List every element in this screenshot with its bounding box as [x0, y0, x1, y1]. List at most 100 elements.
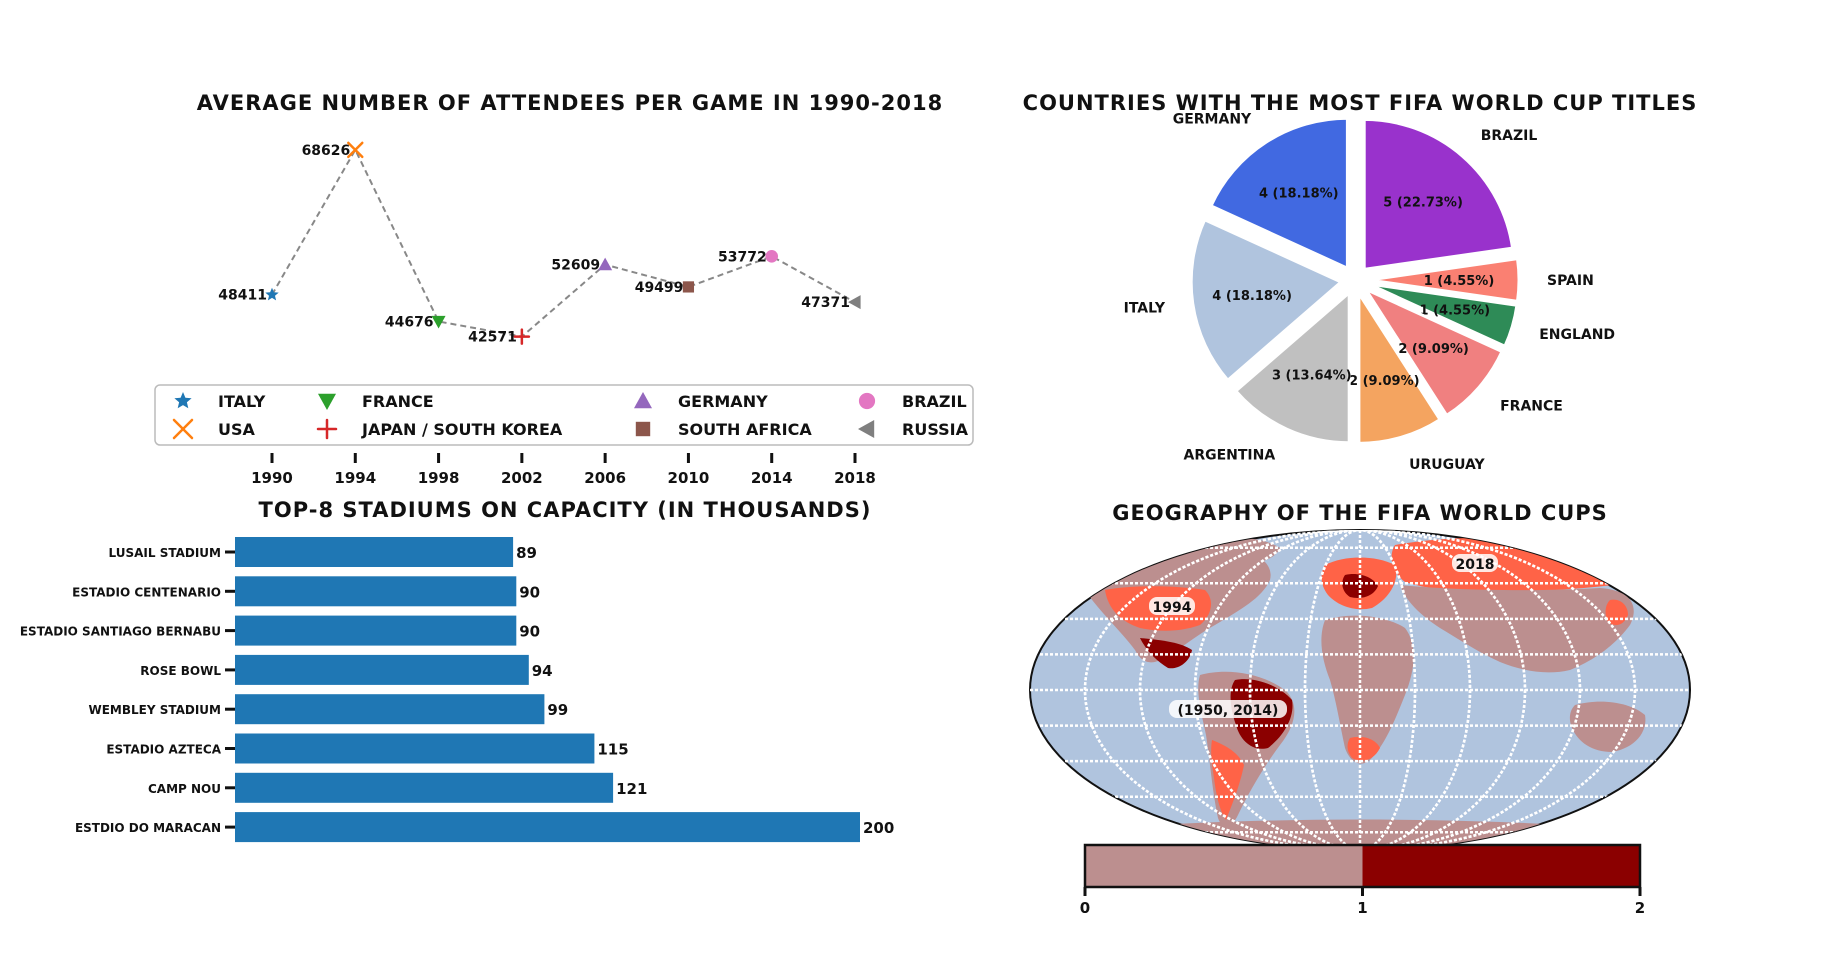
legend-marker-1 — [172, 418, 194, 440]
colorbar-tick-label-0: 0 — [1080, 899, 1090, 917]
legend-marker-1-stroke-b — [172, 418, 194, 440]
pie-slice-italy — [1189, 217, 1344, 383]
colorbar-high — [1362, 845, 1640, 887]
bar-category-label-7: ESTDIO DO MARACAN — [75, 821, 221, 835]
legend-label-0: ITALY — [218, 392, 266, 411]
point-label-2006: 52609 — [551, 258, 600, 274]
pie-slice-germany — [1209, 116, 1349, 271]
bar-category-label-6: CAMP NOU — [148, 782, 221, 796]
map-annotations: 1994 2018 (1950, 2014) — [1149, 554, 1498, 719]
legend-marker-7 — [858, 420, 875, 438]
map-graticule — [1030, 530, 1690, 850]
x-tick-label-1994: 1994 — [334, 469, 376, 487]
bar-value-label-5: 115 — [597, 741, 628, 759]
x-tick-label-2010: 2010 — [668, 469, 710, 487]
pie-slice-spain — [1368, 257, 1521, 303]
point-label-1994: 68626 — [302, 143, 351, 159]
bar-5 — [235, 733, 595, 764]
bar-value-label-0: 89 — [516, 544, 537, 562]
bar-value-label-1: 90 — [519, 583, 540, 601]
pie-slice-argentina — [1233, 289, 1351, 445]
pie-plot-area: 5 (22.73%) BRAZIL 1 (4.55%) SPAIN 1 (4.55%) E… — [1124, 112, 1615, 474]
pie-value-label-france: 2 (9.09%) — [1398, 342, 1469, 357]
pie-slice-england — [1367, 282, 1519, 349]
pie-slice-uruguay — [1357, 288, 1443, 445]
pie-value-label-england: 1 (4.55%) — [1420, 303, 1491, 318]
point-2014 — [765, 250, 779, 263]
map-annotation-1: 2018 — [1456, 557, 1495, 573]
bar-value-label-4: 99 — [547, 701, 568, 719]
pie-category-label-italy: ITALY — [1124, 300, 1166, 316]
bar-plot-area: LUSAIL STADIUM 89 ESTADIO CENTENARIO 90 ESTA… — [20, 537, 894, 843]
x-tick-label-1990: 1990 — [251, 469, 293, 487]
point-label-2010: 49499 — [635, 280, 684, 296]
greenland-land — [1214, 537, 1280, 564]
pie-category-label-spain: SPAIN — [1547, 273, 1594, 289]
line-chart-title: AVERAGE NUMBER OF ATTENDEES PER GAME IN … — [197, 91, 943, 115]
bar-category-label-5: ESTADIO AZTECA — [106, 743, 221, 757]
map-annotation-0: 1994 — [1153, 600, 1192, 616]
point-label-1998: 44676 — [385, 314, 434, 330]
line-x-axis: 1990 1994 1998 2002 2006 2010 2014 2018 — [251, 453, 876, 487]
stadium-bar-chart: TOP-8 STADIUMS ON CAPACITY (IN THOUSANDS… — [20, 498, 894, 843]
bar-value-label-3: 94 — [532, 662, 553, 680]
point-label-2002: 42571 — [468, 330, 517, 346]
legend-label-6: BRAZIL — [902, 392, 967, 411]
pie-slice-brazil — [1362, 117, 1515, 272]
bar-value-label-2: 90 — [519, 623, 540, 641]
attendance-line — [271, 147, 856, 338]
x-tick-label-2018: 2018 — [834, 469, 876, 487]
attendance-line-chart: AVERAGE NUMBER OF ATTENDEES PER GAME IN … — [154, 91, 974, 487]
legend-marker-0 — [174, 392, 192, 409]
point-label-2018: 47371 — [801, 295, 850, 311]
bar-value-label-6: 121 — [616, 780, 647, 798]
legend-marker-3 — [316, 418, 338, 440]
pie-category-label-argentina: ARGENTINA — [1183, 448, 1275, 464]
bar-6 — [235, 772, 614, 803]
x-tick-label-2014: 2014 — [751, 469, 793, 487]
colorbar-low — [1085, 845, 1363, 887]
world-cup-map: GEOGRAPHY OF THE FIFA WORLD CUPS — [1029, 501, 1691, 917]
legend-label-4: GERMANY — [678, 392, 768, 411]
pie-category-label-france: FRANCE — [1500, 399, 1563, 415]
pie-value-label-argentina: 3 (13.64%) — [1272, 369, 1352, 384]
point-1990 — [265, 287, 279, 301]
line-plot-area: 48411 68626 44676 42571 52609 49499 53772 47371 — [218, 141, 861, 346]
point-2010 — [682, 281, 695, 293]
legend-label-1: USA — [218, 420, 256, 439]
x-tick-label-2006: 2006 — [584, 469, 626, 487]
bar-0 — [235, 537, 514, 567]
line-legend: ITALY USA FRANCE JAPAN / SOUTH KOREA GERMANY… — [154, 384, 974, 446]
legend-marker-6 — [858, 392, 876, 410]
legend-label-5: SOUTH AFRICA — [678, 420, 812, 439]
bar-category-label-2: ESTADIO SANTIAGO BERNABU — [20, 625, 221, 639]
legend-marker-5 — [635, 421, 651, 437]
pie-category-label-uruguay: URUGUAY — [1409, 457, 1485, 473]
south-africa-host-region — [1347, 736, 1380, 761]
bar-7 — [235, 812, 860, 843]
legend-label-7: RUSSIA — [902, 420, 969, 439]
map-annotation-bg-0 — [1149, 597, 1195, 615]
pie-value-label-brazil: 5 (22.73%) — [1383, 195, 1463, 210]
legend-marker-2 — [318, 393, 336, 410]
colorbar-tick-label-2: 2 — [1635, 899, 1645, 917]
bar-3 — [235, 654, 529, 685]
pie-category-label-brazil: BRAZIL — [1481, 128, 1538, 144]
bar-category-label-1: ESTADIO CENTENARIO — [72, 585, 221, 599]
map-annotation-bg-2 — [1169, 700, 1287, 718]
bar-4 — [235, 694, 545, 725]
x-tick-label-2002: 2002 — [501, 469, 543, 487]
bar-2 — [235, 615, 517, 646]
legend-marker-4 — [634, 392, 652, 409]
titles-pie-chart: COUNTRIES WITH THE MOST FIFA WORLD CUP T… — [1023, 91, 1698, 474]
pie-category-label-england: ENGLAND — [1539, 327, 1615, 343]
point-label-2014: 53772 — [718, 249, 767, 265]
legend-label-3: JAPAN / SOUTH KOREA — [361, 420, 563, 439]
point-label-1990: 48411 — [218, 288, 267, 304]
pie-value-label-italy: 4 (18.18%) — [1212, 289, 1292, 304]
point-2002 — [513, 328, 531, 345]
pie-chart-title: COUNTRIES WITH THE MOST FIFA WORLD CUP T… — [1023, 91, 1698, 115]
map-colorbar: 0 1 2 — [1080, 843, 1645, 917]
map-title: GEOGRAPHY OF THE FIFA WORLD CUPS — [1112, 501, 1608, 525]
